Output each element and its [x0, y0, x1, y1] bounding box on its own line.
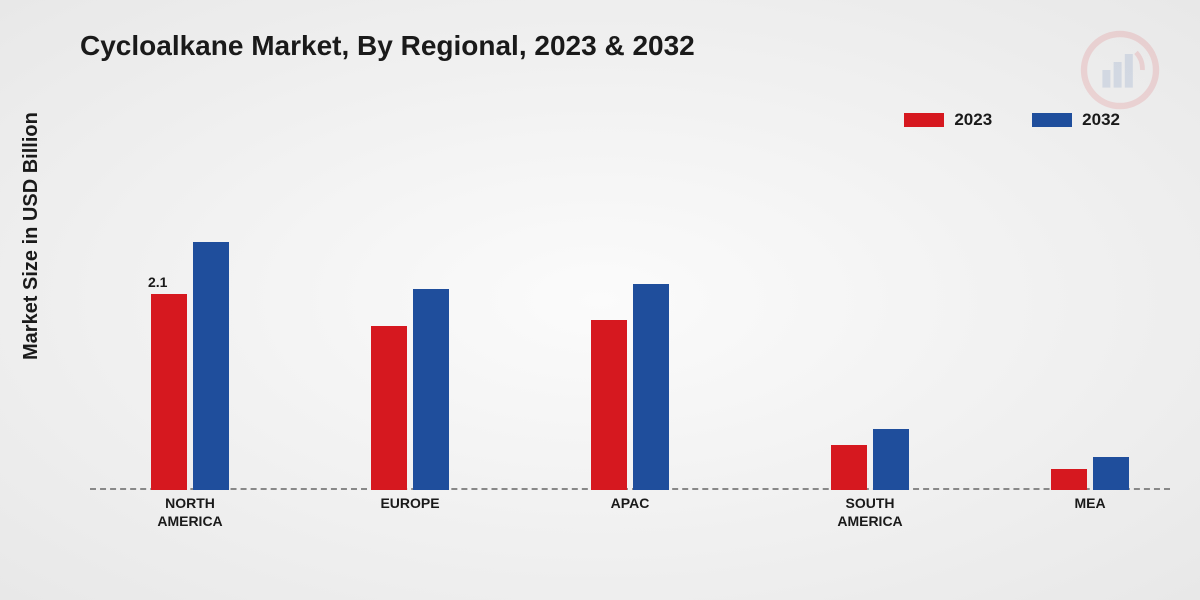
bar-group	[1030, 457, 1150, 490]
legend-label-2032: 2032	[1082, 110, 1120, 130]
bar-group	[570, 284, 690, 490]
bar	[413, 289, 449, 490]
legend-label-2023: 2023	[954, 110, 992, 130]
plot-area: 2.1 NORTHAMERICA EUROPE APAC SOUTHAMERICA ME…	[90, 160, 1170, 530]
bar	[1093, 457, 1129, 490]
y-axis-label: Market Size in USD Billion	[20, 112, 43, 360]
legend: 2023 2032	[904, 110, 1120, 130]
bar	[831, 445, 867, 490]
legend-swatch-2023	[904, 113, 944, 127]
category-label: NORTHAMERICA	[120, 495, 260, 530]
category-label: EUROPE	[340, 495, 480, 513]
legend-item-2032: 2032	[1032, 110, 1120, 130]
bar	[591, 320, 627, 490]
category-label: APAC	[560, 495, 700, 513]
category-label: SOUTHAMERICA	[800, 495, 940, 530]
bar	[873, 429, 909, 490]
bar-group	[350, 289, 470, 490]
bar	[193, 242, 229, 490]
bar	[633, 284, 669, 490]
bar	[1051, 469, 1087, 490]
legend-item-2023: 2023	[904, 110, 992, 130]
bar	[371, 326, 407, 490]
legend-swatch-2032	[1032, 113, 1072, 127]
bar-group	[810, 429, 930, 490]
bar-group: 2.1	[130, 242, 250, 490]
bar	[151, 294, 187, 490]
chart-title: Cycloalkane Market, By Regional, 2023 & …	[80, 30, 695, 62]
watermark-logo	[1080, 30, 1160, 110]
bar-value-label: 2.1	[148, 274, 167, 290]
category-label: MEA	[1020, 495, 1160, 513]
